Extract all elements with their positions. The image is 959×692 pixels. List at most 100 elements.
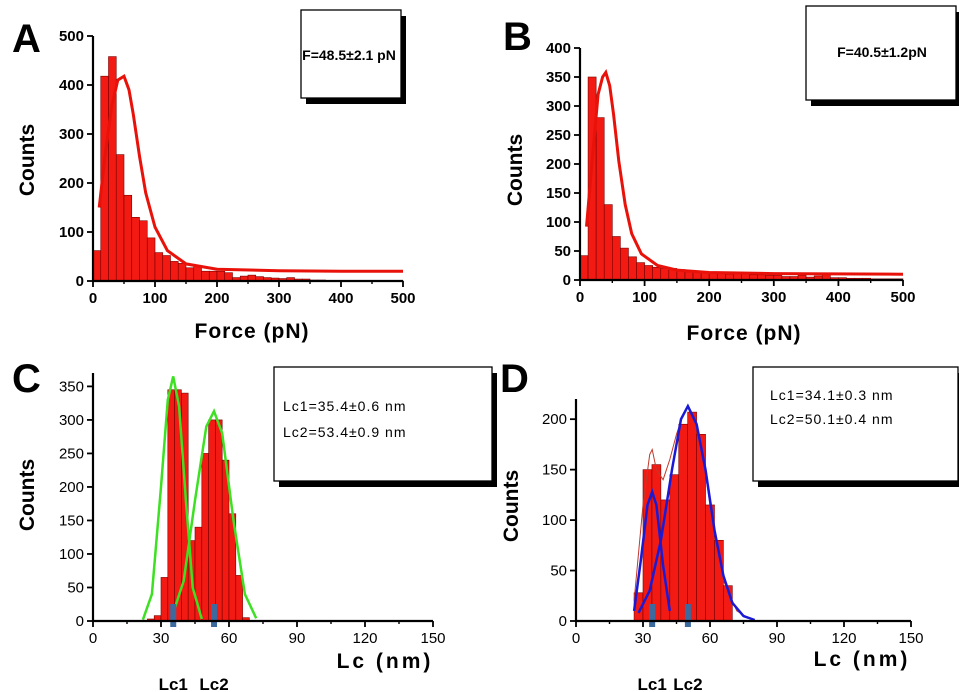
y-tick-label: 0 (563, 272, 571, 289)
y-tick-label: 100 (59, 546, 84, 563)
fit-result-label: F=40.5±1.2pN (837, 44, 927, 60)
histogram-bar (208, 270, 218, 282)
histogram-bar (115, 154, 125, 282)
y-tick-label: 400 (546, 40, 571, 57)
y-tick-label: 500 (59, 28, 84, 45)
y-axis-label: Counts (16, 124, 39, 196)
x-tick-label: 500 (390, 290, 415, 307)
histogram-bar (660, 268, 670, 281)
y-tick-label: 250 (546, 127, 571, 144)
histogram-bar (620, 247, 629, 281)
y-tick-label: 0 (76, 273, 84, 290)
x-tick-label: 0 (89, 290, 97, 307)
bars (147, 389, 250, 622)
x-axis-label: Force (pN) (687, 322, 802, 345)
bars (579, 76, 904, 281)
histogram-bar (224, 272, 233, 282)
x-tick-label: 300 (266, 290, 291, 307)
y-tick-label: 0 (559, 613, 567, 630)
histogram-bar (652, 266, 662, 281)
histogram-bar (215, 419, 223, 622)
fit-result-label-1: Lc1=35.4±0.6 nm (283, 398, 406, 414)
histogram-bar (216, 270, 226, 282)
panel-a: A 0 100 200 300 400 500 0 100 200 300 400 500 Force (… (12, 9, 416, 343)
y-tick-label: 400 (59, 77, 84, 94)
x-tick-label: 60 (702, 630, 719, 647)
histogram-bar (123, 194, 133, 282)
fit-result-label-2: Lc2=50.1±0.4 nm (770, 411, 893, 427)
histogram-bar (162, 255, 171, 282)
x-tick-label: 400 (826, 289, 851, 306)
y-axis-label: Counts (500, 470, 523, 542)
y-tick-label: 150 (59, 512, 84, 529)
fit-result-label-2: Lc2=53.4±0.9 nm (283, 424, 406, 440)
histogram-bar (644, 265, 653, 281)
fit-curve (585, 68, 904, 276)
y-tick-label: 300 (59, 126, 84, 143)
fit-result-label-1: Lc1=34.1±0.3 nm (770, 387, 893, 403)
x-tick-label: 30 (153, 630, 170, 647)
histogram-bar (154, 252, 164, 282)
x-tick-label: 30 (635, 630, 652, 647)
x-tick-label: 150 (898, 630, 923, 647)
histogram-bar (201, 453, 209, 622)
marker-label-lc1: Lc1 (159, 675, 188, 692)
fit-result-box (300, 9, 402, 99)
y-tick-label: 100 (59, 224, 84, 241)
x-tick-label: 200 (204, 290, 229, 307)
panel-letter: B (503, 15, 532, 59)
panel-letter: D (500, 357, 529, 401)
marker-bar-lc2 (211, 604, 218, 627)
x-tick-label: 90 (289, 630, 306, 647)
x-tick-label: 60 (221, 630, 238, 647)
y-tick-label: 350 (546, 69, 571, 86)
x-tick-label: 100 (632, 289, 657, 306)
fit-result-box (805, 5, 957, 101)
x-tick-label: 90 (769, 630, 786, 647)
fit-curve-peak1 (632, 487, 672, 612)
y-axis-label: Counts (16, 459, 39, 531)
y-tick-label: 0 (76, 613, 84, 630)
histogram-bar (160, 577, 169, 622)
histogram-bar (92, 250, 102, 282)
y-tick-label: 200 (542, 411, 567, 428)
x-axis-label: Lc (nm) (337, 650, 434, 673)
panel-letter: A (12, 17, 41, 61)
panel-c: C Lc1 Lc2 0 30 60 90 120 150 0 50 100 150 200 250 300 35… (12, 357, 497, 692)
y-tick-label: 200 (59, 175, 84, 192)
histogram-bar (185, 267, 195, 282)
y-tick-label: 200 (59, 479, 84, 496)
y-tick-label: 200 (546, 156, 571, 173)
x-axis-label: Lc (nm) (814, 648, 911, 671)
x-tick-label: 0 (572, 630, 580, 647)
x-tick-label: 200 (697, 289, 722, 306)
x-tick-label: 150 (420, 630, 445, 647)
marker-bar-lc2 (684, 604, 691, 627)
fit-curve (97, 73, 403, 273)
marker-bar-lc1 (649, 604, 656, 627)
y-tick-label: 50 (550, 563, 567, 580)
histogram-bar (170, 261, 179, 282)
panel-letter: C (12, 357, 41, 401)
histogram-bar (167, 389, 175, 622)
histogram-bar (193, 265, 202, 282)
histogram-bar (595, 117, 605, 281)
marker-label-lc1: Lc1 (638, 675, 667, 692)
y-tick-label: 50 (554, 243, 571, 260)
x-tick-label: 120 (831, 630, 856, 647)
fit-result-box (273, 366, 493, 482)
y-tick-label: 50 (67, 579, 84, 596)
panel-b: B 0 100 200 300 400 500 0 50 100 150 200 250 300 350 40… (503, 5, 959, 345)
fit-curve-peak1 (141, 376, 204, 621)
histogram-bar (235, 575, 243, 622)
y-tick-label: 300 (59, 412, 84, 429)
fit-curve-peak2 (637, 403, 756, 622)
histogram-bar (579, 255, 589, 281)
x-tick-label: 400 (328, 290, 353, 307)
x-tick-label: 0 (89, 630, 97, 647)
fit-result-box (752, 366, 959, 482)
y-tick-label: 100 (542, 512, 567, 529)
y-tick-label: 150 (546, 185, 571, 202)
x-axis-label: Force (pN) (195, 320, 310, 343)
